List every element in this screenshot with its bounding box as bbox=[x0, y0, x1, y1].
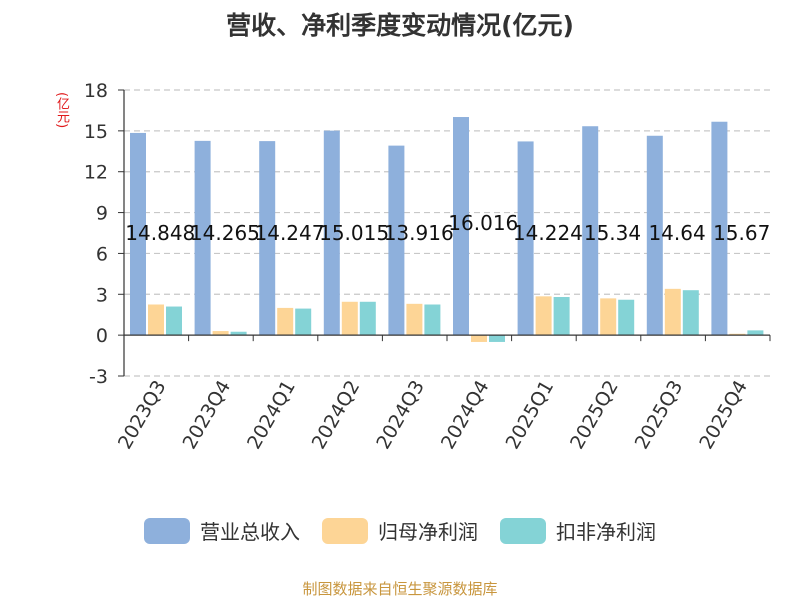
y-tick-label: 6 bbox=[96, 243, 108, 265]
bar-net-profit bbox=[664, 288, 681, 336]
data-label: 15.015 bbox=[319, 221, 389, 245]
data-label: 14.224 bbox=[513, 221, 583, 245]
bar-revenue bbox=[453, 117, 469, 336]
bar-deducted-profit bbox=[424, 304, 441, 336]
x-tick-label: 2025Q2 bbox=[566, 377, 623, 453]
x-tick-label: 2024Q1 bbox=[243, 377, 300, 453]
legend-swatch-deducted-profit bbox=[500, 517, 546, 544]
bar-net-profit bbox=[341, 301, 358, 336]
x-tick-label: 2023Q4 bbox=[178, 377, 235, 453]
bar-deducted-profit bbox=[747, 330, 764, 336]
bar-revenue bbox=[582, 126, 599, 336]
bar-net-profit bbox=[406, 303, 423, 336]
y-axis-unit: (亿元) bbox=[54, 92, 69, 129]
bar-revenue bbox=[646, 135, 663, 336]
x-tick-label: 2025Q1 bbox=[501, 377, 558, 453]
bar-deducted-profit bbox=[489, 335, 505, 342]
bar-chart: -3 0 3 6 9 12 15 18 2023Q3 14.848 2023Q4 14.265 2024… bbox=[84, 80, 771, 453]
bar-net-profit bbox=[277, 307, 294, 336]
legend-label-net-profit: 归母净利润 bbox=[378, 520, 478, 544]
legend: 营业总收入 归母净利润 扣非净利润 bbox=[0, 516, 800, 545]
x-tick-label: 2024Q3 bbox=[372, 377, 429, 453]
y-tick-label: 15 bbox=[84, 121, 108, 143]
bar-net-profit bbox=[471, 335, 487, 342]
y-tick-label: 3 bbox=[96, 284, 108, 306]
legend-label-revenue: 营业总收入 bbox=[200, 520, 300, 544]
x-tick-label: 2023Q3 bbox=[114, 377, 171, 453]
chart-title: 营收、净利季度变动情况(亿元) bbox=[226, 11, 574, 40]
bar-deducted-profit bbox=[295, 308, 312, 336]
x-tick-label: 2025Q3 bbox=[631, 377, 688, 453]
bar-net-profit bbox=[535, 296, 552, 336]
data-label: 15.67 bbox=[713, 221, 770, 245]
bar-deducted-profit bbox=[682, 290, 699, 336]
y-tick-label: 18 bbox=[84, 80, 108, 102]
bar-revenue bbox=[711, 121, 728, 336]
bar-net-profit bbox=[729, 333, 746, 336]
data-label: 13.916 bbox=[384, 221, 454, 245]
bar-deducted-profit bbox=[618, 299, 635, 336]
data-label: 14.64 bbox=[648, 221, 705, 245]
bar-deducted-profit bbox=[230, 331, 247, 336]
data-label: 14.265 bbox=[190, 221, 260, 245]
legend-swatch-net-profit bbox=[322, 517, 368, 544]
bar-revenue bbox=[130, 132, 146, 336]
legend-item-net-profit[interactable]: 归母净利润 bbox=[322, 516, 478, 545]
bar-net-profit bbox=[212, 331, 229, 336]
legend-swatch-revenue bbox=[144, 517, 190, 544]
data-label: 14.848 bbox=[125, 221, 195, 245]
y-tick-label: -3 bbox=[89, 366, 108, 388]
bar-deducted-profit bbox=[553, 297, 570, 336]
legend-label-deducted-profit: 扣非净利润 bbox=[556, 520, 656, 544]
bar-revenue bbox=[323, 130, 340, 336]
data-label: 16.016 bbox=[448, 211, 518, 235]
x-tick-label: 2024Q2 bbox=[308, 377, 365, 453]
bar-deducted-profit bbox=[359, 301, 376, 336]
data-source-note: 制图数据来自恒生聚源数据库 bbox=[302, 580, 498, 598]
legend-item-revenue[interactable]: 营业总收入 bbox=[144, 516, 300, 545]
x-tick-label: 2024Q4 bbox=[437, 377, 494, 453]
y-tick-label: 12 bbox=[84, 162, 108, 184]
bar-net-profit bbox=[600, 298, 617, 336]
y-tick-label: 0 bbox=[96, 325, 108, 347]
data-label: 15.34 bbox=[584, 221, 641, 245]
data-label: 14.247 bbox=[255, 221, 325, 245]
bar-revenue bbox=[259, 141, 276, 336]
bar-revenue bbox=[517, 141, 534, 336]
legend-item-deducted-profit[interactable]: 扣非净利润 bbox=[500, 516, 656, 545]
bar-revenue bbox=[388, 145, 405, 336]
bar-revenue bbox=[194, 140, 211, 336]
bar-net-profit bbox=[148, 304, 164, 336]
bar-deducted-profit bbox=[166, 306, 182, 336]
x-tick-label: 2025Q4 bbox=[695, 377, 752, 453]
y-tick-label: 9 bbox=[96, 203, 108, 225]
